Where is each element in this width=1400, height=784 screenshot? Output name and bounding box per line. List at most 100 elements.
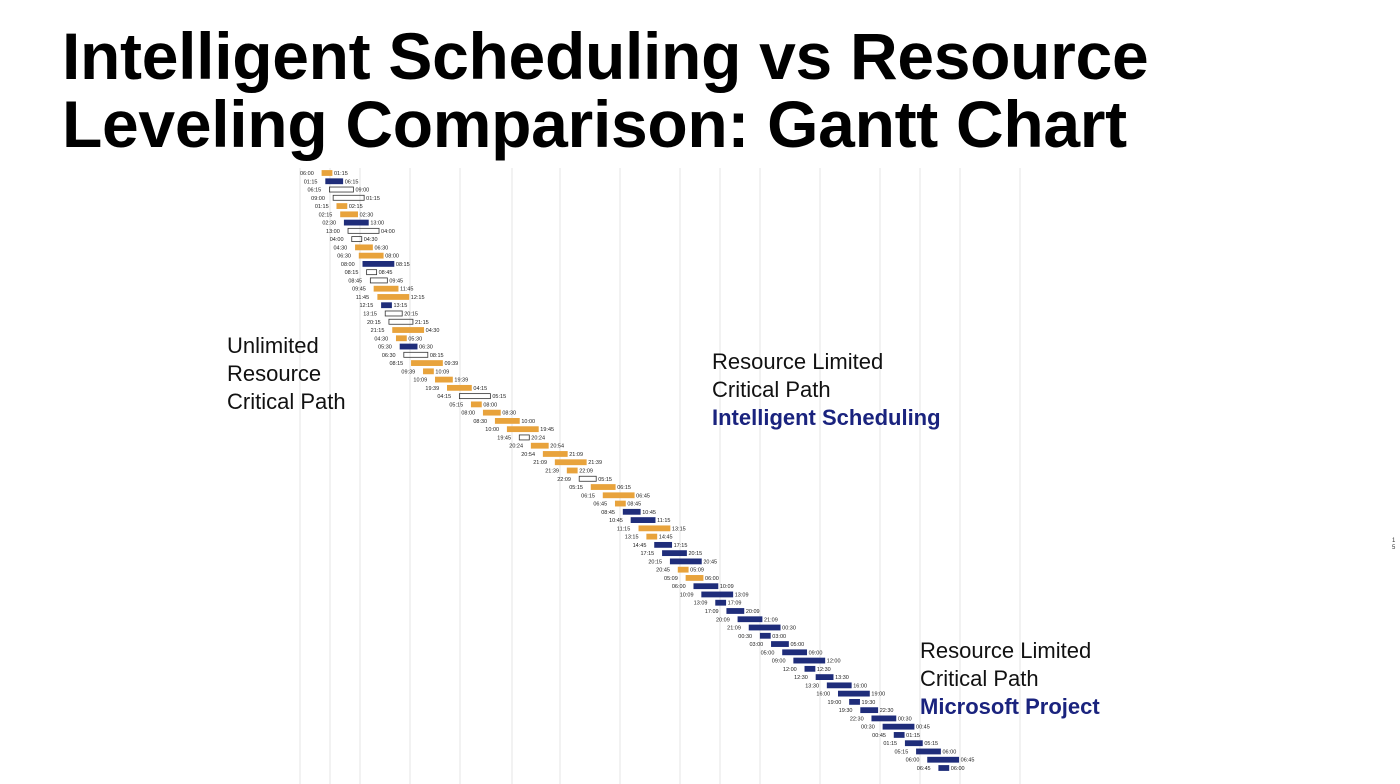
- gantt-task-bar-navy: [325, 178, 344, 185]
- gantt-task-time: 06:30: [382, 353, 396, 359]
- gantt-task-bar-orange: [470, 401, 482, 408]
- gantt-task-time: 08:15: [389, 361, 403, 367]
- gantt-task-bar-navy: [804, 665, 816, 672]
- gantt-task-bar-navy: [826, 682, 852, 689]
- gantt-task-time: 00:30: [898, 716, 912, 722]
- gantt-task-time: 20:45: [656, 568, 670, 574]
- gantt-task-time: 17:15: [640, 551, 654, 557]
- gantt-task-time: 06:00: [300, 171, 314, 177]
- gantt-task-time: 14:45: [633, 543, 647, 549]
- gantt-task-time: 05:15: [598, 477, 612, 483]
- gantt-task-time: 02:15: [319, 212, 333, 218]
- gantt-task-time: 08:45: [627, 502, 641, 508]
- gantt-task-time: 13:00: [370, 221, 384, 227]
- gantt-task-bar-navy: [893, 732, 905, 738]
- gantt-task-time: 05:15: [924, 741, 938, 747]
- gantt-task-bar-outline: [403, 351, 429, 358]
- gantt-task-time: 00:30: [861, 725, 875, 731]
- gantt-task-time: 10:09: [435, 369, 449, 375]
- gantt-task-time: 05:09: [664, 576, 678, 582]
- gantt-task-time: 13:09: [735, 592, 749, 598]
- gantt-task-time: 00:30: [738, 634, 752, 640]
- gantt-task-bar-navy: [793, 657, 826, 664]
- gantt-task-time: 20:15: [404, 311, 418, 317]
- gantt-task-time: 04:30: [333, 245, 347, 251]
- gantt-task-time: 21:09: [533, 460, 547, 466]
- gantt-task-time: 08:30: [473, 419, 487, 425]
- gantt-task-bar-navy: [662, 550, 687, 557]
- gantt-task-time: 06:30: [419, 345, 433, 351]
- gantt-task-time: 13:15: [672, 526, 686, 532]
- gantt-task-time: 06:15: [617, 485, 631, 491]
- gantt-task-bar-navy: [669, 558, 702, 565]
- side-number-1: 1: [1392, 538, 1396, 544]
- gantt-task-bar-orange: [321, 170, 333, 176]
- gantt-task-bar-orange: [554, 459, 587, 466]
- gantt-task-time: 08:45: [601, 510, 615, 516]
- gantt-task-bar-outline: [384, 310, 403, 317]
- label-msproject-line-3: Microsoft Project: [920, 694, 1100, 719]
- gantt-task-bar-orange: [677, 566, 689, 573]
- gantt-task-time: 10:09: [720, 584, 734, 590]
- gantt-task-time: 06:45: [917, 766, 931, 772]
- gantt-task-bar-navy: [815, 674, 834, 680]
- gantt-task-time: 10:00: [485, 427, 499, 433]
- gantt-task-bar-orange: [336, 203, 348, 209]
- gantt-task-time: 09:39: [444, 361, 458, 367]
- gantt-task-time: 06:30: [374, 245, 388, 251]
- gantt-task-bar-navy: [748, 624, 781, 631]
- gantt-task-time: 08:00: [483, 402, 497, 408]
- gantt-task-time: 17:15: [674, 543, 688, 549]
- gantt-task-time: 19:30: [839, 708, 853, 714]
- gantt-task-bar-orange: [494, 418, 520, 424]
- gantt-task-bar-orange: [482, 409, 501, 416]
- gantt-task-time: 08:45: [379, 270, 393, 276]
- gantt-task-bar-navy: [654, 541, 673, 548]
- gantt-task-time: 12:15: [360, 303, 374, 309]
- gantt-task-time: 09:45: [352, 287, 366, 293]
- gantt-task-time: 20:24: [531, 435, 545, 441]
- gantt-task-time: 17:09: [728, 601, 742, 607]
- gantt-task-bar-navy: [938, 765, 950, 771]
- gantt-task-time: 06:00: [951, 766, 965, 772]
- gantt-task-bar-outline: [332, 194, 365, 201]
- gantt-task-bar-outline: [366, 269, 378, 276]
- gantt-task-time: 19:39: [454, 378, 468, 384]
- gantt-task-time: 21:09: [727, 626, 741, 632]
- label-msproject-line-1: Resource Limited: [920, 638, 1092, 663]
- gantt-task-time: 19:45: [497, 435, 511, 441]
- gantt-task-time: 11:45: [356, 295, 369, 301]
- gantt-task-bar-orange: [392, 327, 425, 333]
- gantt-task-time: 05:15: [569, 485, 583, 491]
- gantt-task-bar-outline: [518, 434, 530, 441]
- gantt-task-time: 12:30: [794, 675, 808, 681]
- gantt-task-time: 04:30: [426, 328, 440, 334]
- gantt-task-time: 04:30: [374, 336, 388, 342]
- slide-title-line-2: Leveling Comparison: Gantt Chart: [62, 87, 1127, 161]
- gantt-task-time: 21:39: [588, 460, 602, 466]
- gantt-task-time: 17:09: [705, 609, 719, 615]
- gantt-task-time: 14:45: [659, 535, 673, 541]
- slide-title: Intelligent Scheduling vs Resource Level…: [62, 22, 1149, 161]
- gantt-task-time: 08:45: [348, 278, 362, 284]
- label-unlimited-resource: Unlimited Resource Critical Path: [227, 332, 346, 416]
- gantt-task-bar-navy: [871, 715, 897, 722]
- gantt-task-time: 10:09: [413, 378, 427, 384]
- gantt-task-time: 01:15: [883, 741, 897, 747]
- gantt-task-time: 20:15: [648, 559, 662, 565]
- gantt-task-time: 12:15: [411, 295, 425, 301]
- gantt-task-time: 08:00: [385, 254, 399, 260]
- gantt-task-time: 09:45: [389, 278, 403, 284]
- gantt-task-bar-orange: [506, 426, 539, 433]
- gantt-task-time: 08:15: [396, 262, 410, 268]
- gantt-task-time: 09:00: [311, 196, 325, 202]
- gantt-task-time: 06:15: [345, 179, 359, 185]
- gantt-task-bar-navy: [701, 591, 734, 598]
- gantt-task-time: 05:30: [378, 345, 392, 351]
- gantt-task-time: 04:30: [364, 237, 378, 243]
- gantt-task-bar-navy: [916, 748, 941, 755]
- gantt-task-time: 09:00: [355, 188, 369, 194]
- gantt-task-bar-orange: [355, 244, 373, 251]
- gantt-task-time: 22:09: [579, 469, 593, 475]
- gantt-task-time: 02:30: [322, 221, 336, 227]
